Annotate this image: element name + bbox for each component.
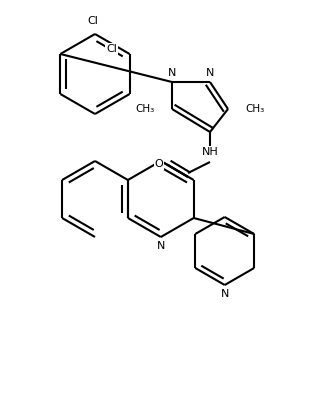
Text: N: N: [156, 241, 165, 251]
Text: N: N: [206, 68, 214, 78]
Text: N: N: [168, 68, 176, 78]
Text: CH₃: CH₃: [245, 104, 264, 114]
Text: N: N: [221, 289, 229, 299]
Text: Cl: Cl: [106, 44, 117, 54]
Text: Cl: Cl: [87, 16, 98, 26]
Text: O: O: [155, 159, 163, 169]
Text: CH₃: CH₃: [136, 104, 155, 114]
Text: NH: NH: [202, 147, 218, 157]
